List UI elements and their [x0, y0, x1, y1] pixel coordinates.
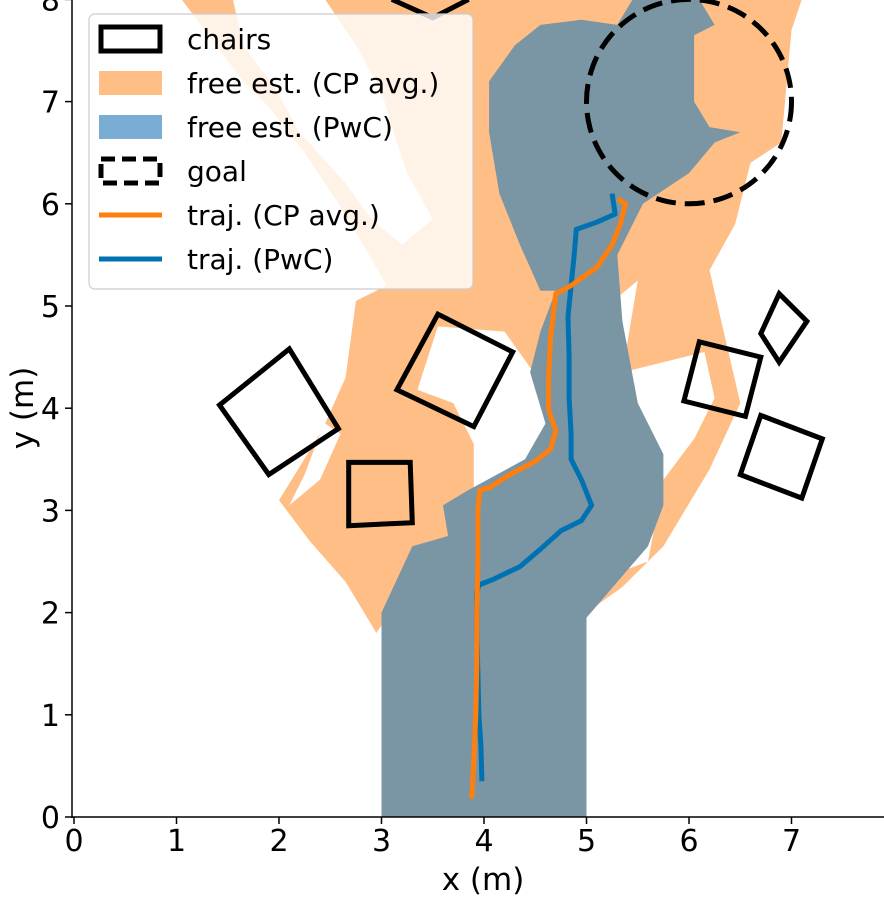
- legend-swatch-chairs: [98, 24, 163, 54]
- legend-label: traj. (PwC): [187, 243, 333, 276]
- y-tick-label: 6: [41, 188, 60, 223]
- chair-outline: [216, 345, 342, 479]
- legend-swatch-pwc-area: [99, 115, 162, 139]
- legend-frame: [88, 13, 474, 290]
- chair-outline: [737, 412, 826, 502]
- legend-label: goal: [187, 155, 247, 188]
- y-tick-label: 4: [41, 392, 60, 427]
- y-tick-label: 3: [41, 494, 60, 529]
- x-tick-label: 6: [679, 824, 698, 859]
- legend-entry: chairs: [98, 23, 271, 56]
- chair-outline: [393, 310, 517, 430]
- x-tick-label: 4: [474, 824, 493, 859]
- free-area-pwc: [381, 0, 741, 817]
- plot-area: [182, 0, 826, 817]
- chair-outline: [346, 459, 415, 529]
- free-area-pwc-region: [381, 0, 741, 817]
- chair-outline: [757, 289, 811, 367]
- trajectory-cp: [469, 196, 628, 799]
- x-axis-label: x (m): [442, 862, 525, 897]
- legend-swatch-goal: [98, 156, 163, 186]
- legend-label: chairs: [187, 23, 271, 56]
- x-tick-label: 1: [167, 824, 186, 859]
- legend-label: free est. (CP avg.): [187, 67, 439, 100]
- chairs-layer: [216, 0, 826, 529]
- y-tick-label: 0: [41, 801, 60, 836]
- x-tick-label: 2: [269, 824, 288, 859]
- trajectories-layer: [469, 193, 628, 799]
- goal-layer: [584, 0, 794, 207]
- legend-entry: free est. (PwC): [99, 111, 393, 144]
- legend-label: traj. (CP avg.): [187, 199, 380, 232]
- ticks: 0 1 2 3 4 5 6 7 0 1 2 3 4 5 6 7 8: [41, 0, 801, 859]
- legend-entry: free est. (CP avg.): [99, 67, 439, 100]
- y-tick-label: 5: [41, 290, 60, 325]
- y-tick-label: 7: [41, 86, 60, 121]
- y-tick-label: 2: [41, 597, 60, 632]
- x-tick-label: 7: [782, 824, 801, 859]
- legend: chairs free est. (CP avg.) free est. (PwC)…: [88, 13, 474, 290]
- x-tick-label: 3: [372, 824, 391, 859]
- legend-label: free est. (PwC): [187, 111, 393, 144]
- y-tick-label: 1: [41, 699, 60, 734]
- x-tick-label: 0: [64, 824, 83, 859]
- y-axis-label: y (m): [5, 367, 41, 450]
- chair-outline: [680, 338, 764, 420]
- y-tick-label: 8: [41, 0, 60, 18]
- axes: [71, 0, 884, 818]
- legend-entry: goal: [98, 155, 247, 188]
- legend-entry: traj. (CP avg.): [99, 199, 380, 232]
- legend-swatch-cp-area: [99, 71, 162, 95]
- goal-circle: [584, 0, 794, 207]
- x-tick-label: 5: [577, 824, 596, 859]
- legend-entry: traj. (PwC): [99, 243, 333, 276]
